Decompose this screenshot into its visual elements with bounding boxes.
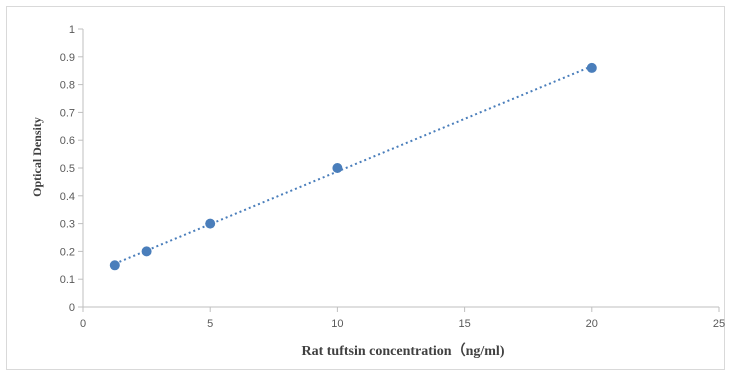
y-axis: 0 0.1 0.2 0.3 0.4 0.5 0.6 0.7 0.8 0.9 1: [60, 24, 84, 314]
y-tick-label: 0.5: [60, 163, 75, 175]
data-point: [586, 62, 597, 73]
x-tick-label: 0: [80, 318, 86, 330]
x-axis-title: Rat tuftsin concentration（ng/ml): [302, 343, 505, 359]
y-tick-label: 0.8: [60, 80, 75, 92]
x-tick-label: 10: [331, 318, 343, 330]
data-points: [109, 62, 597, 271]
trendline-path: [114, 65, 593, 265]
y-tick-label: 0.9: [60, 52, 75, 64]
x-tick-label: 25: [713, 318, 725, 330]
data-point: [332, 163, 343, 173]
data-point: [205, 218, 216, 229]
y-tick-label: 1: [69, 24, 75, 36]
trendline: [114, 65, 593, 265]
x-tick-label: 15: [458, 318, 470, 330]
data-point: [109, 260, 120, 271]
x-tick-label: 5: [207, 318, 213, 330]
y-tick-label: 0.7: [60, 107, 75, 119]
y-tick-label: 0: [69, 302, 75, 314]
x-tick-label: 20: [586, 318, 598, 330]
x-axis: 0 5 10 15 20 25: [80, 306, 725, 330]
y-tick-label: 0.6: [60, 135, 75, 147]
y-tick-label: 0.1: [60, 274, 75, 286]
scatter-chart: 0 0.1 0.2 0.3 0.4 0.5 0.6 0.7 0.8 0.9 1 0 5 10 15 20 25…: [30, 24, 725, 359]
y-tick-label: 0.3: [60, 219, 75, 231]
data-point: [141, 246, 152, 257]
y-axis-title: Optical Density: [30, 117, 44, 197]
y-tick-label: 0.2: [60, 246, 75, 258]
chart-frame: 0 0.1 0.2 0.3 0.4 0.5 0.6 0.7 0.8 0.9 1 0 5 10 15 20 25…: [6, 6, 725, 370]
y-tick-label: 0.4: [60, 191, 75, 203]
